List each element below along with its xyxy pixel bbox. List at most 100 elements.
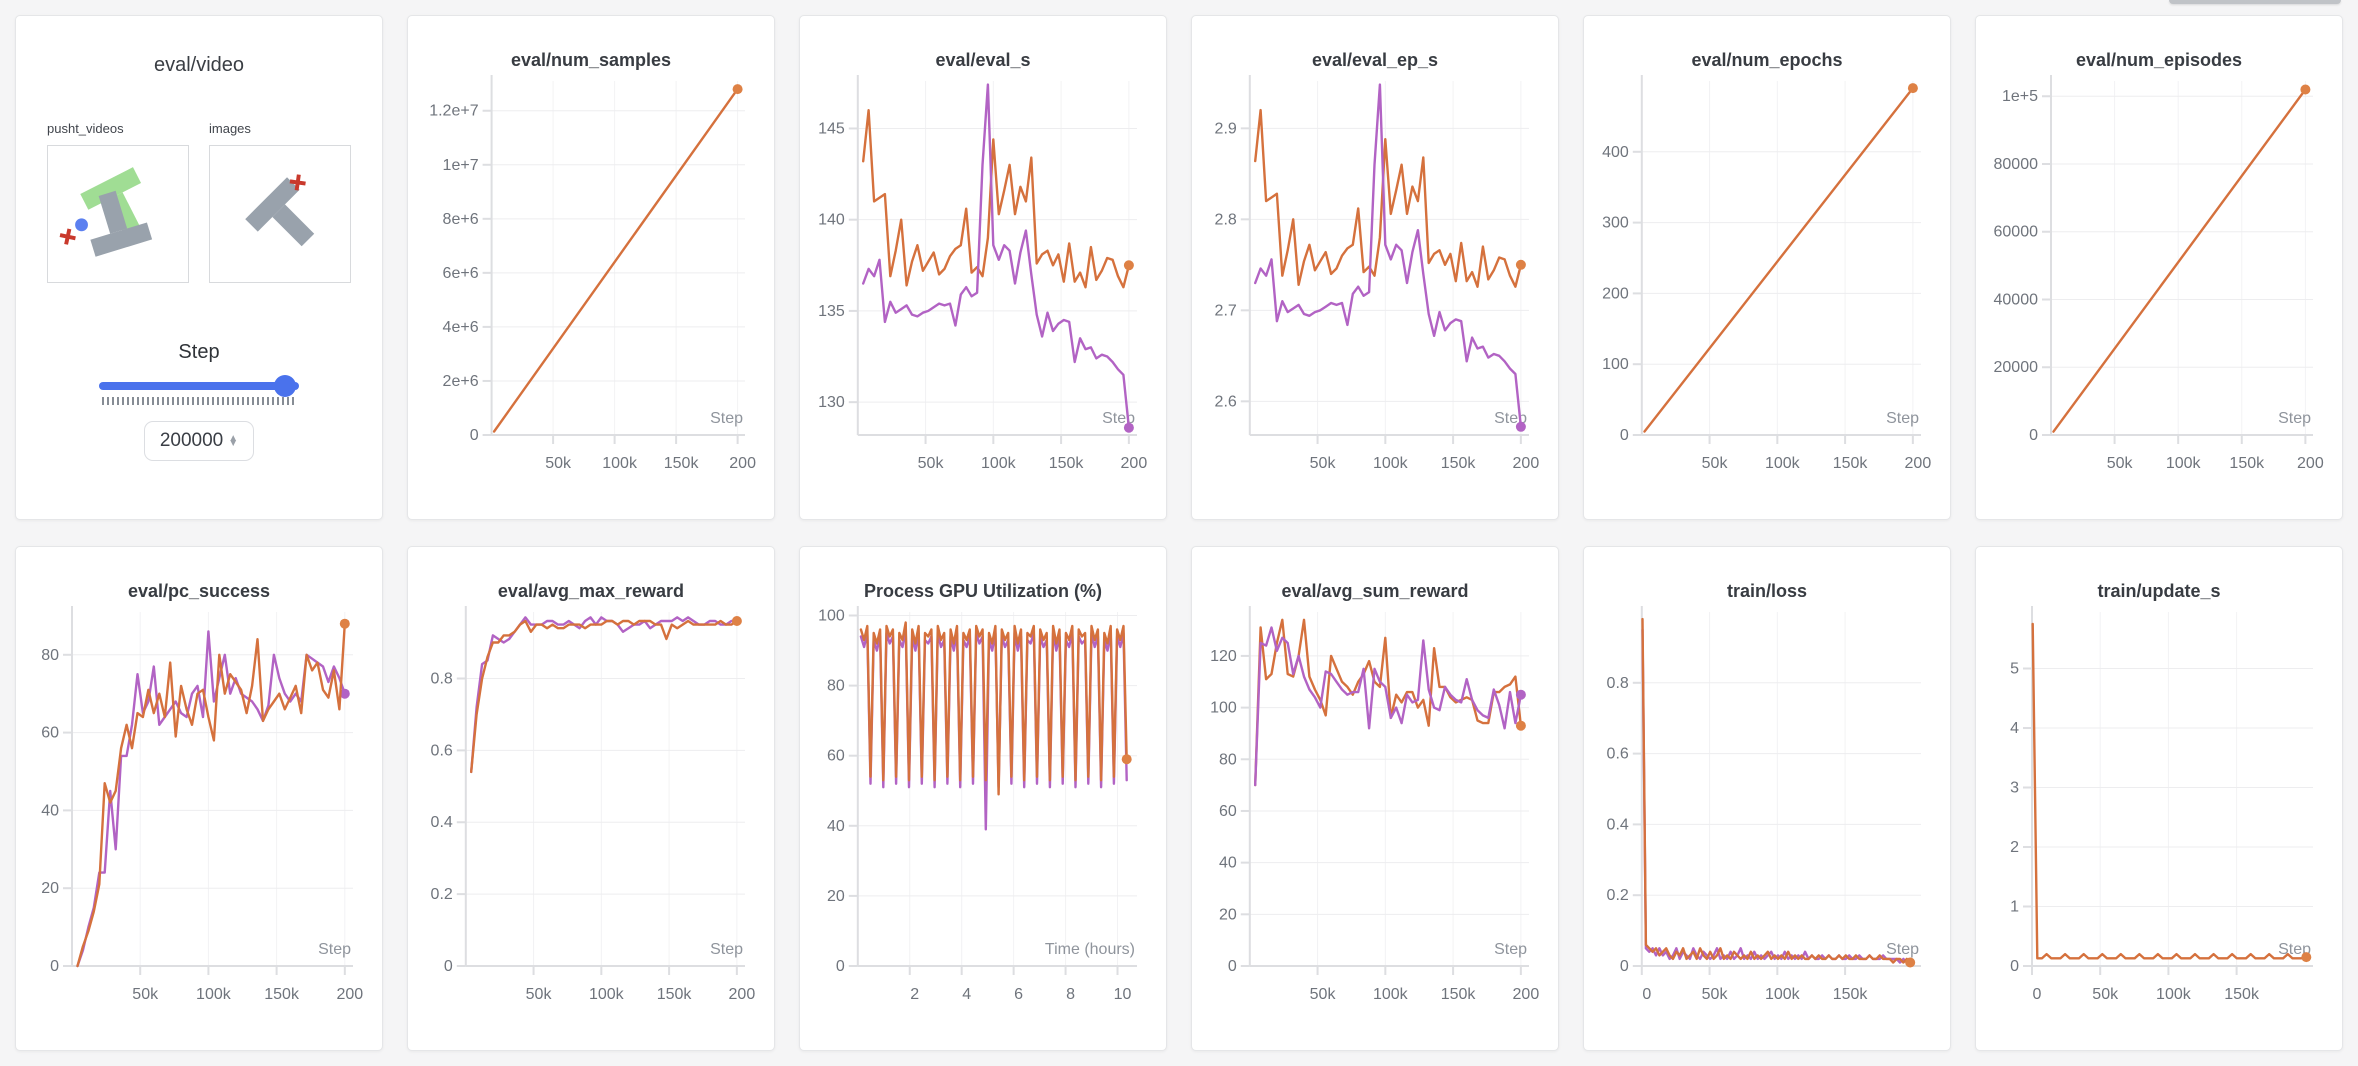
svg-text:130: 130: [818, 394, 845, 411]
slider-track[interactable]: [99, 382, 299, 390]
svg-text:150k: 150k: [2229, 455, 2265, 472]
svg-text:8e+6: 8e+6: [443, 211, 479, 228]
svg-text:200: 200: [336, 986, 363, 1003]
chart-title: eval/eval_s: [935, 50, 1031, 70]
svg-text:140: 140: [818, 212, 845, 229]
svg-text:80: 80: [41, 646, 59, 663]
step-slider[interactable]: [99, 375, 299, 405]
images-thumbnail[interactable]: [209, 145, 351, 283]
svg-text:Step: Step: [710, 410, 743, 427]
svg-text:0.4: 0.4: [1607, 816, 1629, 833]
svg-text:0: 0: [1620, 958, 1629, 975]
svg-text:200: 200: [1121, 455, 1148, 472]
number-stepper[interactable]: ▲ ▼: [228, 432, 239, 449]
svg-text:20: 20: [1219, 906, 1237, 923]
step-slider-label: Step: [178, 341, 220, 363]
chart-panel-eval-pc-success: eval/pc_success 50k 100k 150k 200 0 20 40 60 80 S…: [15, 545, 383, 1051]
chart-title: eval/avg_sum_reward: [1281, 580, 1469, 601]
svg-text:0: 0: [470, 427, 479, 444]
svg-text:100k: 100k: [1373, 455, 1409, 472]
line-chart[interactable]: 50k 100k 150k 200 0 2e+6 4e+6 6e+6 8e+6 1e+7 1.2e+…: [422, 71, 760, 491]
svg-text:60: 60: [827, 747, 845, 764]
panel-title: eval/video: [153, 54, 245, 76]
svg-text:400: 400: [1602, 144, 1629, 161]
spinner-down-icon[interactable]: ▼: [228, 438, 239, 449]
svg-text:80: 80: [827, 677, 845, 694]
svg-text:50k: 50k: [132, 986, 159, 1003]
svg-text:0: 0: [2010, 958, 2019, 975]
media-panel-eval-video: eval/video pusht_videos: [15, 15, 383, 520]
chart-panel-gpu-utilization: Process GPU Utilization (%) 2 4 6 8 10 0 20 40 6…: [799, 545, 1167, 1051]
svg-text:0.2: 0.2: [1607, 887, 1629, 904]
svg-text:50k: 50k: [1702, 986, 1729, 1003]
media-item: pusht_videos: [47, 121, 189, 283]
step-value-input[interactable]: 200000 ▲ ▼: [144, 421, 254, 461]
svg-text:60: 60: [1219, 802, 1237, 819]
svg-text:Step: Step: [1886, 410, 1919, 427]
svg-text:100k: 100k: [981, 455, 1017, 472]
svg-text:5: 5: [2010, 660, 2019, 677]
chart-panel-eval-eval-s: eval/eval_s 50k 100k 150k 200 130 135 140 145 St…: [799, 15, 1167, 520]
pusht-video-thumbnail[interactable]: [47, 145, 189, 283]
svg-text:50k: 50k: [2092, 986, 2119, 1003]
media-caption: images: [209, 121, 251, 136]
chart-title: eval/num_samples: [510, 50, 672, 70]
line-chart[interactable]: 50k 100k 150k 200 0 100 200 300 400 Step: [1598, 71, 1936, 491]
svg-text:100k: 100k: [1765, 455, 1801, 472]
svg-text:6: 6: [1014, 986, 1023, 1003]
svg-text:1: 1: [2010, 898, 2019, 915]
chart-panel-eval-num-samples: eval/num_samples 50k 100k 150k 200 0 2e+6 4e+6…: [407, 15, 775, 520]
svg-text:Step: Step: [710, 941, 743, 958]
svg-text:100: 100: [818, 607, 845, 624]
svg-text:150k: 150k: [1833, 986, 1869, 1003]
slider-knob[interactable]: [274, 375, 296, 397]
line-chart[interactable]: 50k 100k 150k 200 0 20 40 60 80 100 120 Step: [1206, 602, 1544, 1022]
svg-text:1.2e+7: 1.2e+7: [429, 103, 478, 120]
chart-title: eval/num_episodes: [2075, 50, 2243, 70]
chart-title: eval/avg_max_reward: [497, 580, 685, 601]
svg-text:100k: 100k: [2156, 986, 2192, 1003]
svg-text:50k: 50k: [545, 455, 572, 472]
svg-text:Step: Step: [1886, 941, 1919, 958]
svg-text:150k: 150k: [1833, 455, 1869, 472]
svg-text:2e+6: 2e+6: [443, 373, 479, 390]
line-chart[interactable]: 50k 100k 150k 200 0 20000 40000 60000 80000 1e+5 S…: [1990, 71, 2328, 491]
svg-text:50k: 50k: [1310, 986, 1337, 1003]
svg-text:4: 4: [2010, 720, 2019, 737]
chart-panel-eval-eval-ep-s: eval/eval_ep_s 50k 100k 150k 200 2.6 2.7 2.8 2.…: [1191, 15, 1559, 520]
line-chart[interactable]: 0 50k 100k 150k 0 0.2 0.4 0.6 0.8 Step: [1598, 602, 1936, 1022]
svg-text:100: 100: [1210, 699, 1237, 716]
svg-text:200: 200: [1513, 455, 1540, 472]
svg-text:50k: 50k: [1310, 455, 1337, 472]
svg-text:40: 40: [827, 817, 845, 834]
line-chart[interactable]: 50k 100k 150k 200 0 0.2 0.4 0.6 0.8 Step: [422, 602, 760, 1022]
svg-text:60: 60: [41, 724, 59, 741]
line-chart[interactable]: 50k 100k 150k 200 0 20 40 60 80 Step: [30, 602, 368, 1022]
svg-text:300: 300: [1602, 215, 1629, 232]
svg-text:0.4: 0.4: [431, 814, 453, 831]
media-thumbnails: pusht_videos image: [47, 121, 351, 283]
chart-title: eval/pc_success: [127, 580, 271, 601]
step-value[interactable]: 200000: [159, 430, 224, 451]
gray-t-shape: [245, 177, 315, 247]
svg-text:10: 10: [1114, 986, 1132, 1003]
svg-text:50k: 50k: [1702, 455, 1729, 472]
chart-panel-eval-num-epochs: eval/num_epochs 50k 100k 150k 200 0 100 200 300…: [1583, 15, 1951, 520]
chart-panel-eval-avg-sum-reward: eval/avg_sum_reward 50k 100k 150k 200 0 20 40 6…: [1191, 545, 1559, 1051]
svg-text:120: 120: [1210, 647, 1237, 664]
chart-panel-train-update-s: train/update_s 0 50k 100k 150k 0 1 2 3 4 5 Step: [1975, 545, 2343, 1051]
svg-text:0.6: 0.6: [1607, 745, 1629, 762]
svg-text:4e+6: 4e+6: [443, 319, 479, 336]
svg-text:150k: 150k: [264, 986, 300, 1003]
svg-text:Time (hours): Time (hours): [1045, 941, 1135, 958]
svg-text:2.8: 2.8: [1215, 211, 1237, 228]
svg-text:0.2: 0.2: [431, 886, 453, 903]
svg-text:6e+6: 6e+6: [443, 265, 479, 282]
spinner-up-icon[interactable]: ▲: [228, 432, 239, 444]
svg-text:100k: 100k: [589, 986, 625, 1003]
svg-text:0: 0: [1228, 958, 1237, 975]
